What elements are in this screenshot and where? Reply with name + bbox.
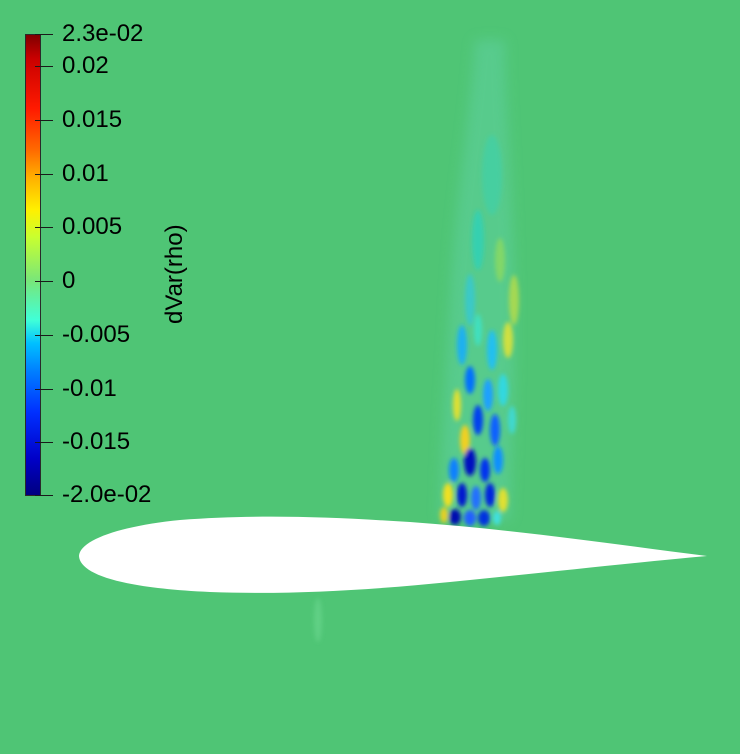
colorbar-tick-label: 0 — [62, 267, 76, 294]
colorbar-tick-label: 0.005 — [62, 213, 123, 240]
colorbar-tick — [35, 227, 53, 228]
colorbar-tick-label: 0.02 — [62, 52, 109, 79]
colorbar-tick — [35, 120, 53, 121]
colorbar-tick — [35, 281, 53, 282]
colorbar-tick-label: -0.01 — [62, 375, 117, 402]
colorbar-tick-label: -0.005 — [62, 321, 131, 348]
colorbar-tick-label: 0.01 — [62, 160, 109, 187]
colorbar — [25, 34, 41, 496]
colorbar-tick-label: 0.015 — [62, 106, 123, 133]
colorbar-tick — [35, 174, 53, 175]
plume-haze — [440, 40, 515, 520]
colorbar-tick-label: -2.0e-02 — [62, 481, 152, 508]
colorbar-title: dVar(rho) — [161, 224, 188, 324]
colorbar-tick-label: 2.3e-02 — [62, 20, 144, 47]
colorbar-tick — [35, 495, 53, 496]
colorbar-tick — [35, 442, 53, 443]
colorbar-tick — [35, 34, 53, 35]
colorbar-tick — [35, 335, 53, 336]
lower-wake — [314, 598, 322, 642]
colorbar-tick — [35, 389, 53, 390]
colorbar-tick-label: -0.015 — [62, 428, 131, 455]
plume-streaks — [440, 135, 519, 526]
airfoil — [79, 516, 707, 593]
colorbar-tick — [35, 66, 53, 67]
